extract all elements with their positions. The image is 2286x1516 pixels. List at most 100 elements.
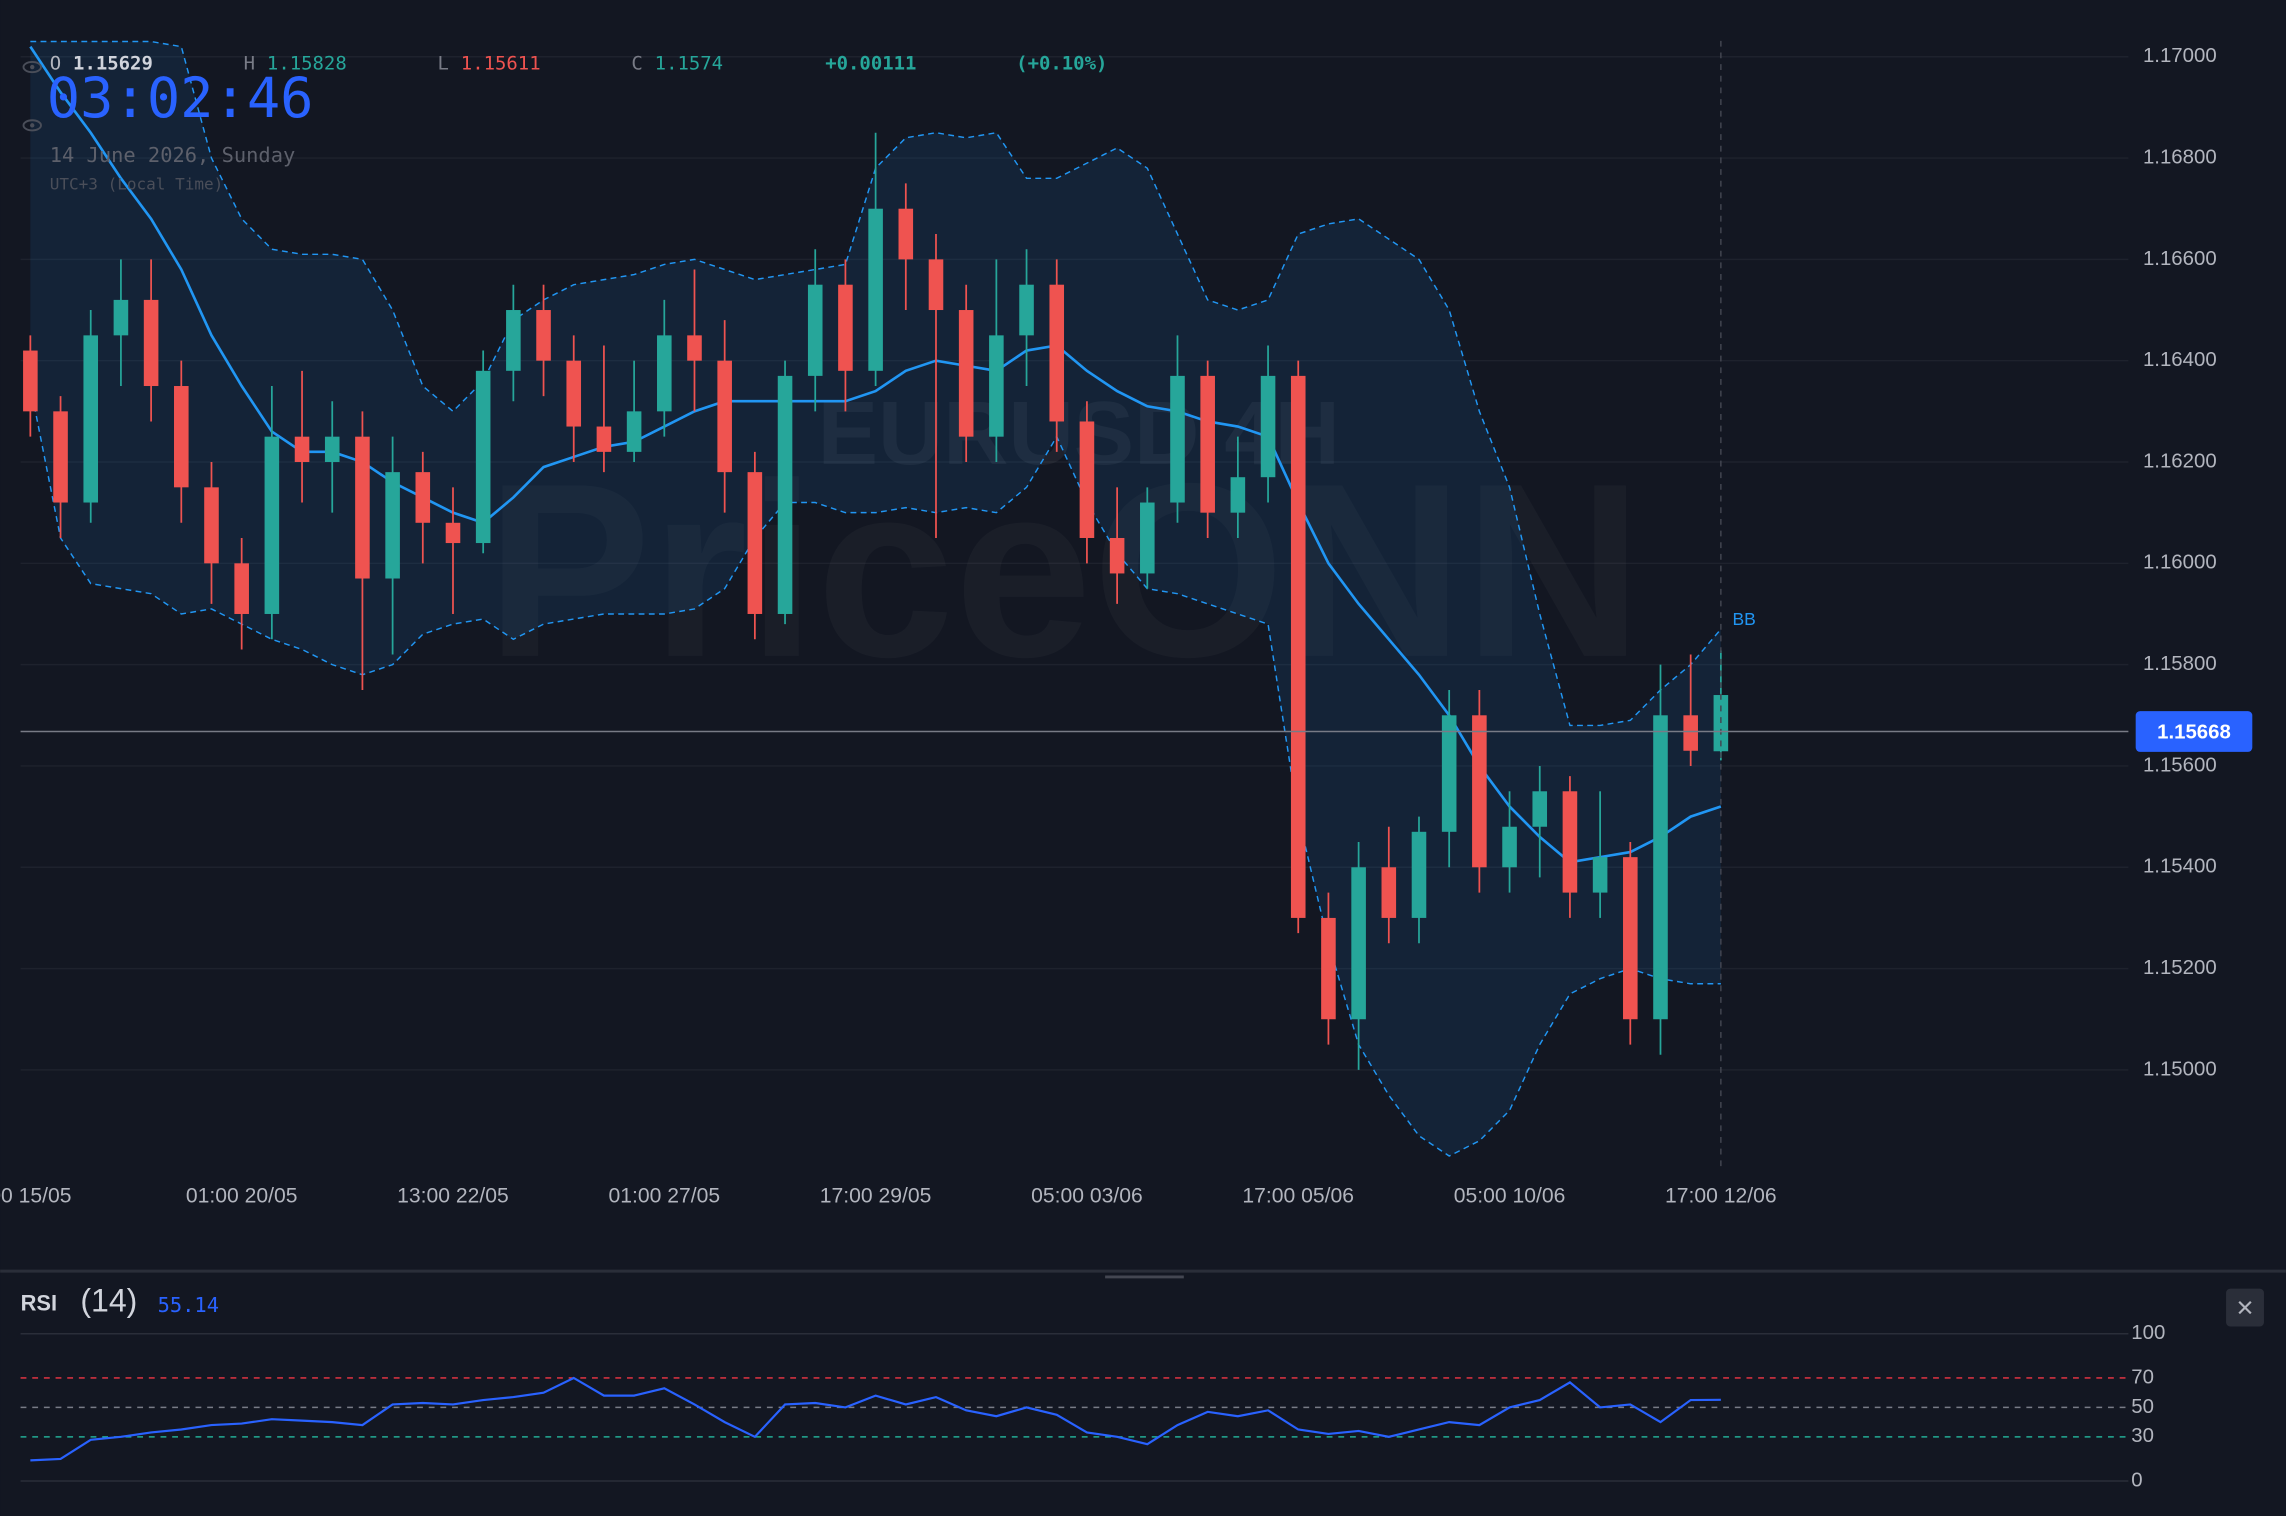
candle-body xyxy=(53,411,68,503)
candle-body xyxy=(324,436,340,463)
high-value: 1.15828 xyxy=(267,53,347,75)
current-price-label: 1.15668 xyxy=(2157,721,2231,743)
rsi-tick-label: 0 xyxy=(2131,1469,2142,1491)
close-label: C xyxy=(631,53,642,75)
candle-body xyxy=(1140,502,1155,574)
y-tick-label: 1.16400 xyxy=(2143,349,2217,371)
x-tick-label: 05:00 10/06 xyxy=(1454,1184,1566,1207)
candle-body xyxy=(1079,421,1095,538)
y-tick-label: 1.15400 xyxy=(2143,856,2217,878)
candle-body xyxy=(928,259,944,311)
watermark-symbol: EURUSD 4H xyxy=(818,383,1340,484)
y-tick-label: 1.15000 xyxy=(2143,1058,2217,1080)
y-tick-label: 1.16600 xyxy=(2143,248,2217,270)
candle-body xyxy=(1623,857,1638,1020)
y-tick-label: 1.17000 xyxy=(2143,45,2217,67)
candle-body xyxy=(23,350,38,412)
candle-body xyxy=(596,426,612,452)
open-label: O xyxy=(50,53,61,75)
candle-body xyxy=(1441,715,1457,832)
header: O 1.15629 H 1.15828 L 1.15611 C 1.1574 +… xyxy=(22,53,1107,194)
y-tick-label: 1.16800 xyxy=(2143,146,2217,168)
candle-body xyxy=(1290,375,1306,918)
clock: 03:02:46 xyxy=(47,67,314,131)
band-fill xyxy=(30,41,1721,1157)
candle-body xyxy=(1200,375,1215,513)
open-value: 1.15629 xyxy=(73,53,153,75)
low-label: L xyxy=(437,53,448,75)
candle-body xyxy=(1502,826,1517,868)
candle-body xyxy=(506,310,521,371)
candle-body xyxy=(1683,715,1698,751)
candle-body xyxy=(838,284,853,371)
eye-icon[interactable] xyxy=(22,61,42,74)
candle-body xyxy=(1562,791,1578,893)
candle-body xyxy=(355,436,370,579)
candle-body xyxy=(1049,284,1065,422)
candle-body xyxy=(536,310,551,361)
rsi-tick-label: 50 xyxy=(2131,1396,2154,1418)
rsi-tick-label: 70 xyxy=(2131,1366,2154,1388)
candle-body xyxy=(1260,375,1276,478)
candle-body xyxy=(475,370,491,544)
y-tick-label: 1.15600 xyxy=(2143,754,2217,776)
change-percent: (+0.10%) xyxy=(1016,53,1107,75)
candle-body xyxy=(989,335,1004,437)
candle-body xyxy=(264,436,280,614)
candle-body xyxy=(1019,284,1034,336)
x-tick-label: 01:00 20/05 xyxy=(186,1184,298,1207)
eye-icon[interactable] xyxy=(22,119,42,132)
candle-body xyxy=(1592,857,1608,893)
x-tick-label: 13:00 22/05 xyxy=(397,1184,509,1207)
date: 14 June 2026, Sunday xyxy=(50,143,296,167)
current-price-tag xyxy=(2135,711,2253,752)
candle-body xyxy=(1653,715,1668,1020)
candle-body xyxy=(868,208,883,371)
eye-icon-pupil xyxy=(30,123,35,128)
y-tick-label: 1.16200 xyxy=(2143,450,2217,472)
candle-body xyxy=(1472,715,1487,868)
x-tick-label: 00 15/05 xyxy=(0,1184,71,1207)
candle-body xyxy=(566,360,582,427)
plot-layer: BB xyxy=(20,40,2129,1167)
candle-body xyxy=(143,299,159,387)
x-tick-label: 17:00 05/06 xyxy=(1242,1184,1354,1207)
candle-body xyxy=(717,360,732,473)
indicator-value: 55.14 xyxy=(158,1293,219,1317)
band-label: BB xyxy=(1733,609,1756,629)
candle-body xyxy=(83,335,99,503)
band-lower xyxy=(29,385,1721,1157)
high-label: H xyxy=(244,53,255,75)
close-indicator-button[interactable] xyxy=(2226,1288,2264,1327)
y-tick-label: 1.15800 xyxy=(2143,653,2217,675)
rsi-tick-label: 100 xyxy=(2131,1322,2165,1344)
eye-icon-pupil xyxy=(30,64,35,70)
candle-body xyxy=(385,472,400,579)
candle-body xyxy=(898,208,914,260)
candle-body xyxy=(174,386,189,488)
candle-body xyxy=(807,284,823,376)
candle-body xyxy=(1381,867,1397,918)
close-value: 1.1574 xyxy=(655,53,723,75)
rsi-layer: 100 70 50 30 0 xyxy=(20,1322,2165,1491)
x-tick-label: 17:00 12/06 xyxy=(1665,1184,1777,1207)
candle-body xyxy=(113,299,129,336)
candle-body xyxy=(1351,867,1366,1020)
change: +0.00111 xyxy=(825,53,916,75)
candle-body xyxy=(657,335,672,412)
x-tick-label: 05:00 03/06 xyxy=(1031,1184,1143,1207)
candle-body xyxy=(1532,791,1548,827)
candle-body xyxy=(1230,477,1246,513)
candle-body xyxy=(1170,375,1185,503)
candle-body xyxy=(294,436,310,463)
x-tick-label: 17:00 29/05 xyxy=(820,1184,932,1207)
candle-body xyxy=(626,411,642,452)
candle-body xyxy=(1411,831,1427,918)
candle-body xyxy=(234,563,249,614)
rsi-line xyxy=(30,1376,1721,1462)
x-tick-label: 01:00 27/05 xyxy=(608,1184,720,1207)
timezone: UTC+3 (Local Time) xyxy=(50,175,224,194)
close-icon xyxy=(2238,1300,2252,1315)
